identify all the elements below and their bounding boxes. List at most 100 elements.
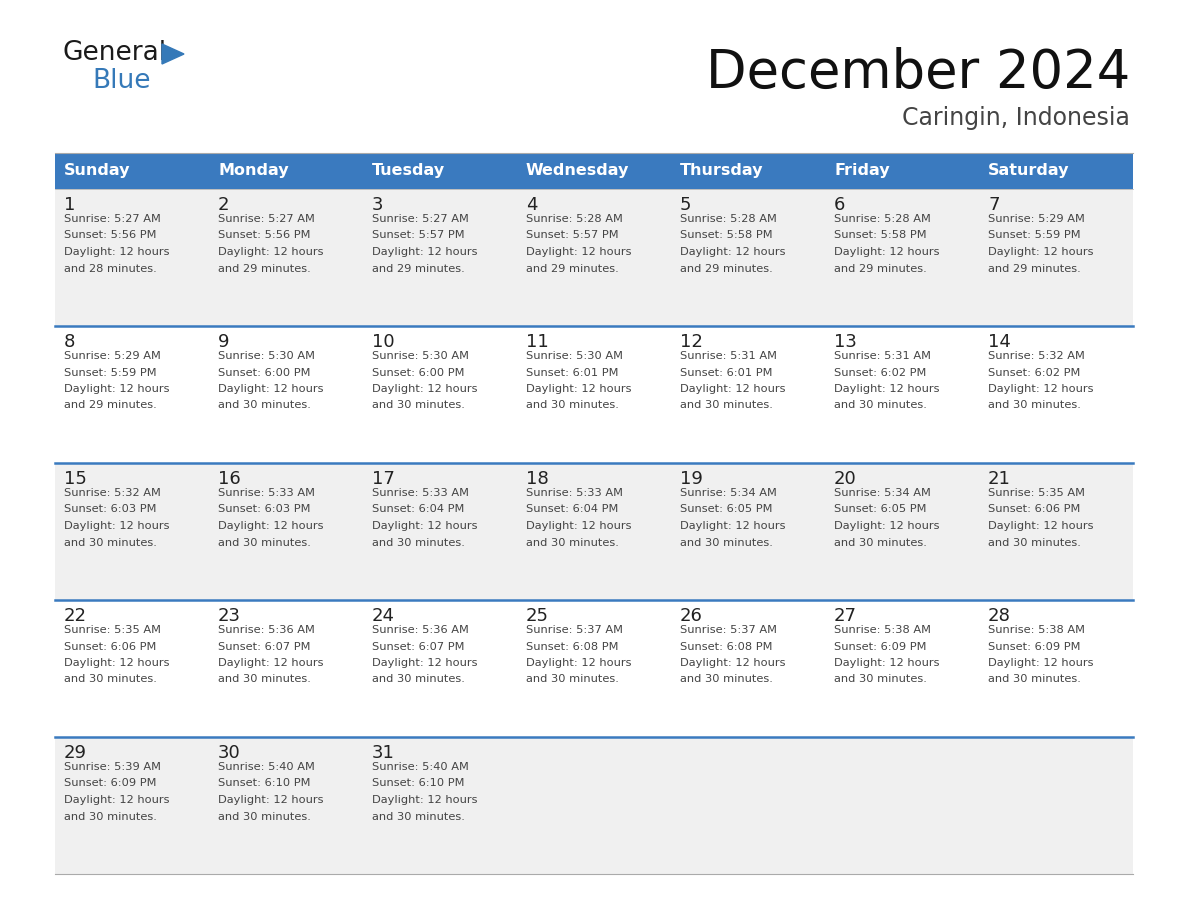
Text: 16: 16 [219,470,241,488]
Text: Daylight: 12 hours: Daylight: 12 hours [834,658,940,668]
Text: December 2024: December 2024 [706,47,1130,99]
Text: 26: 26 [680,607,703,625]
Text: and 29 minutes.: and 29 minutes. [834,263,927,274]
Bar [517,600,671,737]
Text: Daylight: 12 hours: Daylight: 12 hours [988,521,1093,531]
Text: Sunrise: 5:33 AM: Sunrise: 5:33 AM [372,488,469,498]
Text: 6: 6 [834,196,846,214]
Text: Daylight: 12 hours: Daylight: 12 hours [988,384,1093,394]
Bar [824,737,979,874]
Text: and 30 minutes.: and 30 minutes. [219,675,311,685]
Text: Daylight: 12 hours: Daylight: 12 hours [64,521,170,531]
Text: Sunrise: 5:36 AM: Sunrise: 5:36 AM [219,625,315,635]
Text: 19: 19 [680,470,703,488]
Text: Sunrise: 5:27 AM: Sunrise: 5:27 AM [219,214,315,224]
Bar [517,463,671,600]
Text: Saturday: Saturday [988,163,1069,178]
Text: Sunset: 6:10 PM: Sunset: 6:10 PM [372,778,465,789]
Text: Sunrise: 5:38 AM: Sunrise: 5:38 AM [988,625,1085,635]
Bar [979,463,1133,600]
Text: and 30 minutes.: and 30 minutes. [834,400,927,410]
Bar [824,463,979,600]
Text: Daylight: 12 hours: Daylight: 12 hours [219,384,323,394]
Text: 23: 23 [219,607,241,625]
Bar [517,737,671,874]
Text: Sunset: 5:56 PM: Sunset: 5:56 PM [219,230,310,241]
Text: Sunset: 6:07 PM: Sunset: 6:07 PM [372,642,465,652]
Text: 15: 15 [64,470,87,488]
Text: 28: 28 [988,607,1011,625]
Text: Sunset: 6:03 PM: Sunset: 6:03 PM [219,505,310,514]
Text: and 30 minutes.: and 30 minutes. [988,538,1081,547]
Text: Sunrise: 5:30 AM: Sunrise: 5:30 AM [372,351,469,361]
Text: Sunset: 6:06 PM: Sunset: 6:06 PM [988,505,1080,514]
Text: Sunrise: 5:37 AM: Sunrise: 5:37 AM [526,625,623,635]
Bar [671,600,824,737]
Text: Sunset: 6:05 PM: Sunset: 6:05 PM [834,505,927,514]
Text: Daylight: 12 hours: Daylight: 12 hours [526,658,632,668]
Text: Sunrise: 5:40 AM: Sunrise: 5:40 AM [219,762,315,772]
Text: Caringin, Indonesia: Caringin, Indonesia [902,106,1130,130]
Text: and 30 minutes.: and 30 minutes. [372,538,465,547]
Text: 10: 10 [372,333,394,351]
Bar [979,737,1133,874]
Text: Sunset: 5:57 PM: Sunset: 5:57 PM [526,230,619,241]
Text: Sunset: 5:59 PM: Sunset: 5:59 PM [64,367,157,377]
Text: Sunrise: 5:35 AM: Sunrise: 5:35 AM [988,488,1085,498]
Text: and 30 minutes.: and 30 minutes. [680,538,773,547]
Text: Sunrise: 5:28 AM: Sunrise: 5:28 AM [680,214,777,224]
Text: Sunrise: 5:40 AM: Sunrise: 5:40 AM [372,762,469,772]
Text: Daylight: 12 hours: Daylight: 12 hours [219,247,323,257]
Text: Sunset: 6:01 PM: Sunset: 6:01 PM [680,367,772,377]
Text: and 30 minutes.: and 30 minutes. [988,400,1081,410]
Bar [979,189,1133,326]
Text: Daylight: 12 hours: Daylight: 12 hours [219,521,323,531]
Text: 29: 29 [64,744,87,762]
Text: and 30 minutes.: and 30 minutes. [526,400,619,410]
Text: Sunset: 5:58 PM: Sunset: 5:58 PM [834,230,927,241]
Text: 22: 22 [64,607,87,625]
Text: Sunrise: 5:32 AM: Sunrise: 5:32 AM [988,351,1085,361]
Text: Sunset: 5:57 PM: Sunset: 5:57 PM [372,230,465,241]
Bar [671,189,824,326]
Text: 9: 9 [219,333,229,351]
Text: 30: 30 [219,744,241,762]
Bar [209,600,364,737]
Text: Daylight: 12 hours: Daylight: 12 hours [988,658,1093,668]
Text: Daylight: 12 hours: Daylight: 12 hours [834,247,940,257]
Bar [671,463,824,600]
Text: Monday: Monday [219,163,289,178]
Text: Sunset: 6:04 PM: Sunset: 6:04 PM [372,505,465,514]
Text: Thursday: Thursday [680,163,764,178]
Text: Daylight: 12 hours: Daylight: 12 hours [834,521,940,531]
Text: Sunset: 6:03 PM: Sunset: 6:03 PM [64,505,157,514]
Bar [517,326,671,463]
Bar [55,189,209,326]
Text: 1: 1 [64,196,75,214]
Text: 24: 24 [372,607,394,625]
Text: Daylight: 12 hours: Daylight: 12 hours [526,384,632,394]
Text: Sunset: 5:59 PM: Sunset: 5:59 PM [988,230,1081,241]
Text: Sunrise: 5:35 AM: Sunrise: 5:35 AM [64,625,162,635]
Text: Daylight: 12 hours: Daylight: 12 hours [372,795,478,805]
Text: and 30 minutes.: and 30 minutes. [64,538,157,547]
Text: Daylight: 12 hours: Daylight: 12 hours [64,795,170,805]
Text: 27: 27 [834,607,857,625]
Text: Sunrise: 5:27 AM: Sunrise: 5:27 AM [372,214,469,224]
Text: Daylight: 12 hours: Daylight: 12 hours [64,384,170,394]
Text: 4: 4 [526,196,537,214]
Bar [517,189,671,326]
Text: Daylight: 12 hours: Daylight: 12 hours [680,384,785,394]
Text: Sunrise: 5:30 AM: Sunrise: 5:30 AM [219,351,315,361]
Text: Daylight: 12 hours: Daylight: 12 hours [64,658,170,668]
Text: 25: 25 [526,607,549,625]
Text: Sunset: 6:00 PM: Sunset: 6:00 PM [219,367,310,377]
Text: and 30 minutes.: and 30 minutes. [219,538,311,547]
Text: 21: 21 [988,470,1011,488]
Text: Sunday: Sunday [64,163,131,178]
Bar [824,189,979,326]
Text: Sunrise: 5:36 AM: Sunrise: 5:36 AM [372,625,469,635]
Text: Sunrise: 5:29 AM: Sunrise: 5:29 AM [988,214,1085,224]
Text: Daylight: 12 hours: Daylight: 12 hours [834,384,940,394]
Text: Sunrise: 5:29 AM: Sunrise: 5:29 AM [64,351,160,361]
